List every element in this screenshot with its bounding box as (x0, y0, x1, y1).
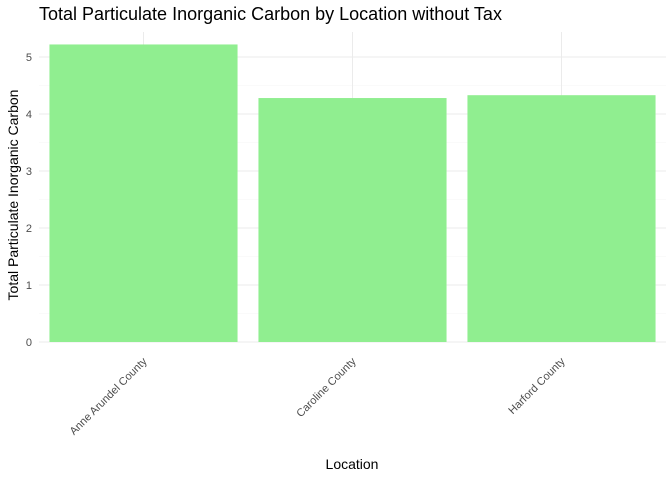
bar (49, 44, 238, 343)
y-tick-label: 5 (26, 52, 32, 64)
x-tick-label: Harford County (506, 355, 568, 417)
y-tick-label: 2 (26, 223, 32, 235)
bar (467, 95, 656, 342)
chart-title: Total Particulate Inorganic Carbon by Lo… (39, 4, 502, 24)
x-axis-title: Location (326, 456, 379, 472)
y-axis-title: Total Particulate Inorganic Carbon (5, 90, 21, 301)
y-axis-ticks: 0 1 2 3 4 5 (26, 52, 32, 349)
x-tick-label: Caroline County (294, 355, 359, 420)
x-tick-label: Anne Arundel County (68, 355, 150, 437)
y-tick-label: 4 (26, 109, 32, 121)
x-axis-ticks: Anne Arundel County Caroline County Harfor… (68, 355, 568, 437)
bars (49, 44, 656, 343)
y-tick-label: 1 (26, 280, 32, 292)
bar (258, 98, 447, 342)
y-tick-label: 3 (26, 166, 32, 178)
y-tick-label: 0 (26, 337, 32, 349)
